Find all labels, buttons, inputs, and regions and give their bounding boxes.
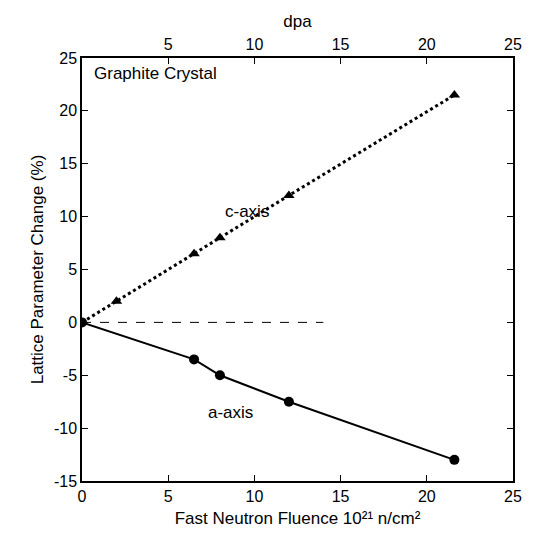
svg-text:a-axis: a-axis	[208, 403, 253, 422]
svg-text:20: 20	[418, 488, 436, 505]
svg-text:25: 25	[59, 50, 77, 67]
svg-text:dpa: dpa	[283, 12, 312, 31]
svg-text:20: 20	[418, 36, 436, 53]
svg-text:5: 5	[164, 36, 173, 53]
svg-text:10: 10	[59, 208, 77, 225]
svg-text:5: 5	[164, 488, 173, 505]
svg-text:5: 5	[68, 261, 77, 278]
svg-text:0: 0	[68, 314, 77, 331]
svg-text:15: 15	[332, 488, 350, 505]
svg-text:Lattice Parameter Change (%): Lattice Parameter Change (%)	[28, 155, 47, 385]
svg-text:25: 25	[504, 36, 522, 53]
svg-text:0: 0	[78, 488, 87, 505]
svg-text:Graphite Crystal: Graphite Crystal	[94, 64, 217, 83]
svg-text:-5: -5	[63, 367, 77, 384]
svg-text:-10: -10	[54, 420, 77, 437]
svg-text:Fast Neutron Fluence 10²¹ n/cm: Fast Neutron Fluence 10²¹ n/cm²	[175, 509, 421, 528]
svg-text:10: 10	[246, 36, 264, 53]
svg-text:15: 15	[59, 155, 77, 172]
svg-text:-15: -15	[54, 473, 77, 490]
svg-text:c-axis: c-axis	[225, 202, 269, 221]
svg-text:15: 15	[332, 36, 350, 53]
svg-text:10: 10	[246, 488, 264, 505]
svg-text:25: 25	[504, 488, 522, 505]
svg-text:20: 20	[59, 102, 77, 119]
